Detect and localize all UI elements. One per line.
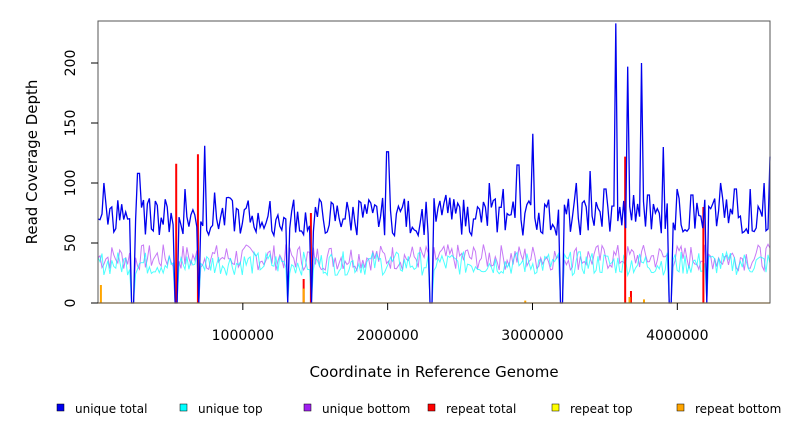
y-tick-label: 150 xyxy=(63,110,79,137)
legend-label: repeat total xyxy=(446,402,516,416)
legend: unique total unique top unique bottom repea… xyxy=(56,402,781,416)
x-axis-label: Coordinate in Reference Genome xyxy=(309,363,558,381)
legend-swatch xyxy=(427,403,436,412)
legend-swatch xyxy=(179,403,188,412)
x-tick-label: 4000000 xyxy=(646,328,708,344)
legend-swatch xyxy=(551,403,560,412)
legend-item: unique total xyxy=(56,402,147,416)
y-axis-label: Read Coverage Depth xyxy=(23,80,41,245)
x-tick-label: 1000000 xyxy=(212,328,274,344)
legend-label: unique total xyxy=(75,402,147,416)
series-unique-bottom xyxy=(97,243,771,304)
legend-item: repeat total xyxy=(427,402,516,416)
plot-area xyxy=(97,23,771,304)
legend-swatch xyxy=(303,403,312,412)
legend-label: unique top xyxy=(198,402,263,416)
y-tick-label: 200 xyxy=(63,50,79,77)
legend-swatch xyxy=(56,403,65,412)
y-tick-label: 50 xyxy=(63,234,79,252)
y-tick-label: 0 xyxy=(63,299,79,308)
plot-frame xyxy=(97,20,771,304)
y-tick-label: 100 xyxy=(63,170,79,197)
legend-label: repeat top xyxy=(570,402,633,416)
legend-label: repeat bottom xyxy=(695,402,781,416)
axes: 0 50 100 150 200 1000000 2000000 3000000 4000000 xyxy=(63,50,708,344)
legend-item: repeat top xyxy=(551,402,633,416)
legend-swatch xyxy=(676,403,685,412)
legend-label: unique bottom xyxy=(322,402,410,416)
legend-item: unique bottom xyxy=(303,402,410,416)
series-unique-top xyxy=(97,250,771,304)
x-tick-label: 2000000 xyxy=(356,328,418,344)
x-tick-label: 3000000 xyxy=(501,328,563,344)
legend-item: unique top xyxy=(179,402,263,416)
series-unique-total xyxy=(97,23,771,304)
legend-item: repeat bottom xyxy=(676,402,781,416)
